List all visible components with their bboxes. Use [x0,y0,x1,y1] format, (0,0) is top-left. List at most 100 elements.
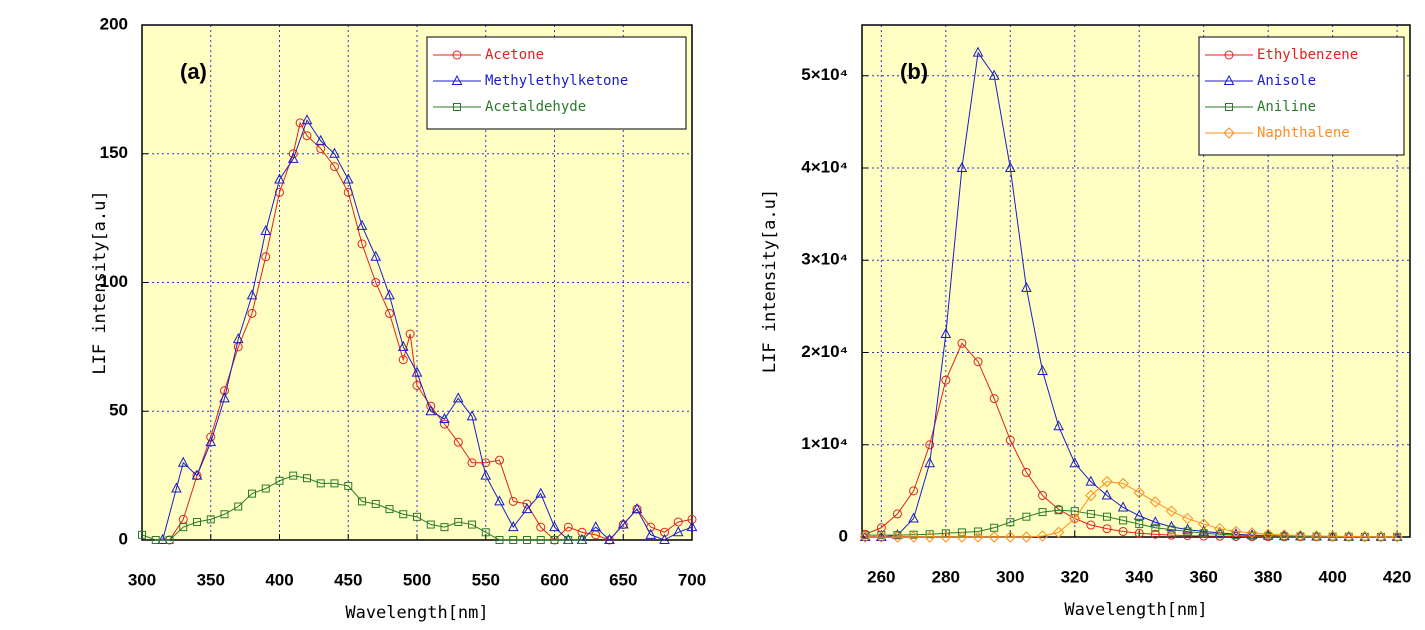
data-point [956,531,968,543]
data-point [631,503,643,514]
data-point [617,518,629,529]
data-point [398,355,408,365]
data-point [659,533,670,544]
data-point [578,536,586,544]
data-point [1326,530,1339,542]
data-point [1117,477,1129,490]
data-point [356,219,368,230]
data-point [1246,527,1258,539]
data-point [1197,518,1210,530]
data-point [1359,530,1371,543]
data-point [535,487,547,498]
data-point [440,419,449,429]
data-point [972,531,984,543]
legend-marker [452,50,462,60]
x-tick-label: 450 [334,570,362,589]
data-point [550,536,559,544]
data-point [454,517,463,526]
data-point [316,479,325,488]
y-tick-label: 5×10⁴ [801,65,848,84]
data-point [1086,520,1096,530]
data-point [232,333,244,344]
data-point [1248,531,1257,540]
data-point [924,457,936,468]
x-tick-label: 380 [1254,567,1282,586]
legend-marker [1223,74,1235,85]
data-point [1069,457,1081,468]
data-point [564,536,573,544]
y-tick-label: 1×10⁴ [801,434,848,453]
data-point [138,530,146,539]
data-point [468,520,476,529]
y-tick-label: 4×10⁴ [801,157,848,176]
data-point [453,437,463,447]
data-point [301,114,313,125]
data-point [990,523,999,532]
data-point [1375,531,1387,543]
data-point [1021,467,1031,477]
data-point [988,69,1000,80]
data-point [329,147,340,158]
series-line [141,475,582,541]
data-point [397,340,409,351]
data-point [1069,512,1081,525]
data-point [660,527,669,537]
legend-label: Acetone [485,47,544,63]
data-point [411,366,423,377]
data-point [1022,512,1031,521]
data-point [302,131,312,141]
data-point [989,394,999,404]
data-point [275,476,284,485]
data-point [234,502,243,511]
y-tick-label: 0 [119,529,128,548]
data-point [1102,512,1111,521]
data-point [1020,531,1033,543]
data-point [358,497,366,506]
legend-marker [1225,103,1233,111]
data-point [220,386,229,396]
x-tick-label: 300 [996,567,1024,586]
data-point [467,458,477,468]
data-point [399,510,408,519]
series-line [169,121,693,541]
data-point [673,517,683,527]
data-point [1038,508,1047,517]
x-axis-label: Wavelength[nm] [345,603,488,623]
data-point [590,521,602,532]
data-point [1149,496,1162,508]
legend-label: Ethylbenzene [1257,47,1358,63]
x-tick-label: 550 [472,570,500,589]
data-point [957,528,966,537]
x-tick-label: 420 [1383,567,1411,586]
data-point [481,528,490,537]
data-point [275,187,284,197]
data-point [261,252,271,262]
data-point [405,329,415,339]
data-point [1181,512,1194,525]
data-point [549,521,560,532]
data-point [1150,516,1161,527]
data-point [604,533,615,544]
data-point [909,486,919,496]
data-point [908,512,919,523]
y-tick-label: 50 [109,401,128,420]
data-point [193,517,201,526]
data-point [523,536,531,544]
data-point [330,479,339,488]
data-point [370,250,382,261]
data-point [315,134,327,145]
data-point [1133,509,1145,520]
data-point [1294,529,1307,542]
legend-label: Methylethylketone [485,73,628,89]
x-tick-label: 600 [540,570,568,589]
data-point [1038,490,1048,500]
data-point [1166,530,1176,540]
x-tick-label: 350 [197,570,225,589]
x-tick-label: 650 [609,570,637,589]
data-point [1102,524,1112,534]
data-point [1054,506,1063,515]
data-point [1005,435,1015,445]
data-point [1183,527,1192,536]
data-point [686,521,698,532]
